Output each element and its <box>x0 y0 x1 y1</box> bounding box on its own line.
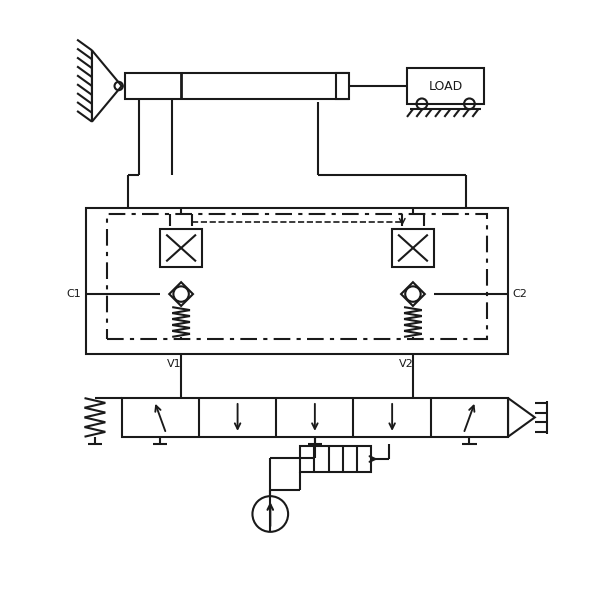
Text: C1: C1 <box>67 289 81 299</box>
Bar <box>392 229 434 268</box>
Text: C2: C2 <box>513 289 527 299</box>
Bar <box>407 68 484 104</box>
Bar <box>160 229 202 268</box>
Bar <box>122 398 508 437</box>
Bar <box>86 208 508 353</box>
Text: V2: V2 <box>398 359 413 370</box>
Bar <box>107 214 487 338</box>
Bar <box>125 73 347 99</box>
Bar <box>335 73 349 99</box>
Bar <box>300 446 371 472</box>
Text: LOAD: LOAD <box>428 80 463 92</box>
Text: V1: V1 <box>167 359 181 370</box>
